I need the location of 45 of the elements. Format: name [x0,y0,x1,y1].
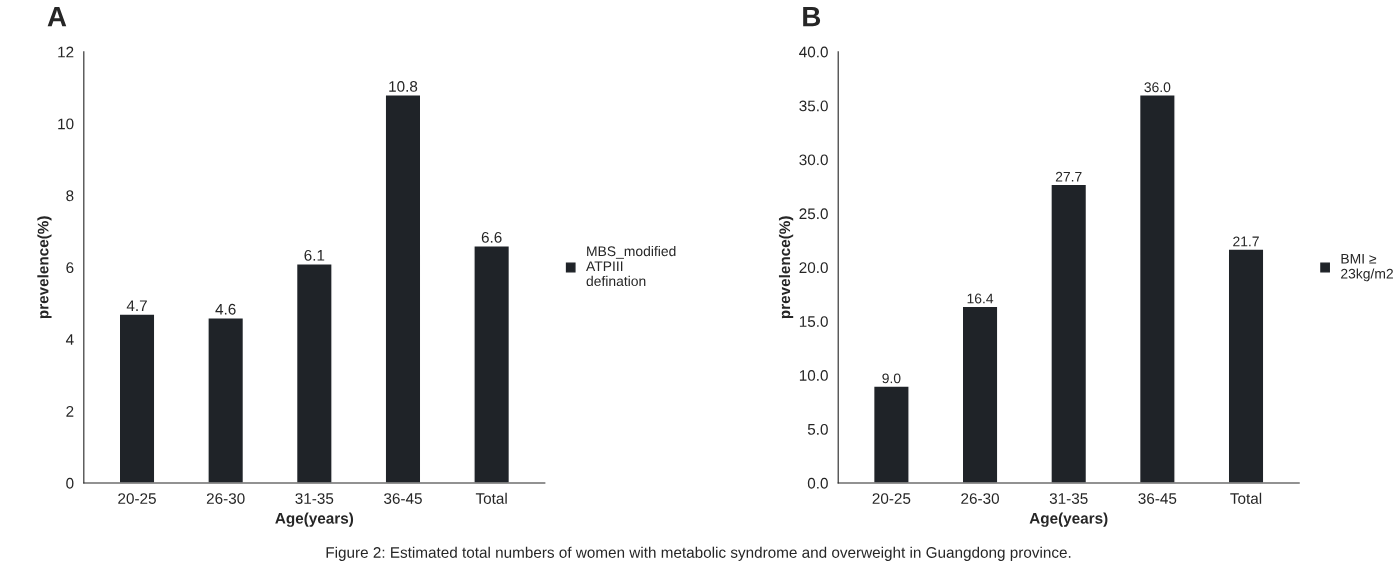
y-tick-label: 8 [66,190,74,202]
data-label: 6.1 [304,249,325,261]
y-tick-label: 5.0 [807,423,828,435]
data-label: 4.7 [126,300,147,311]
x-tick-label: 31-35 [1049,493,1088,504]
legend-label: MBS_modified ATPIII defination [586,245,676,287]
x-tick-label: 31-35 [295,493,334,504]
x-axis-title: Age(years) [275,512,354,527]
chart-title: B [803,7,821,27]
y-tick-label: 4 [65,334,74,345]
text: 9.0 [882,373,901,384]
y-tick-label: 0.0 [807,477,828,489]
x-tick-label: 26-30 [961,493,999,504]
x-tick-label: 36-45 [384,493,422,504]
y-tick-label: 0 [66,477,74,489]
x-tick-label: 26-30 [206,493,245,504]
text: 16.4 [967,293,994,304]
x-tick-label: 20-25 [872,493,911,504]
y-tick-label: 12 [58,46,74,58]
y-tick-label: 2 [66,405,74,417]
x-tick-label: Total [475,492,507,504]
data-label: 6.6 [481,231,502,243]
x-axis-title: Age(years) [1029,512,1108,527]
y-axis-title: prevelence(%) [778,216,794,319]
legend-label: BMI ≥ 23kg/m2 [1341,253,1393,282]
y-axis-title: prevelence(%) [37,216,52,319]
y-tick-label: 20.0 [799,262,828,274]
text: 21.7 [1233,236,1259,247]
data-label: 10.8 [389,81,418,92]
y-tick-label: 10 [58,118,74,130]
text: 36.0 [1144,82,1171,93]
y-tick-label: 15.0 [799,316,828,327]
y-tick-label: 35.0 [799,100,828,112]
x-tick-label: Total [1230,492,1262,504]
y-tick-label: 6 [66,262,74,274]
x-tick-label: 36-45 [1138,493,1177,504]
caption: Figure 2: Estimated total numbers of women with metabolic syndrome and overweight in Guangdong province. [326,546,1071,561]
y-tick-label: 10.0 [799,370,828,381]
y-tick-label: 40.0 [799,46,828,58]
y-tick-label: 25.0 [799,208,828,220]
x-tick-label: 20-25 [118,493,156,504]
text: 27.7 [1055,171,1082,182]
data-label: 4.6 [215,303,236,315]
y-tick-label: 30.0 [799,154,828,166]
chart-title: A [47,7,67,27]
